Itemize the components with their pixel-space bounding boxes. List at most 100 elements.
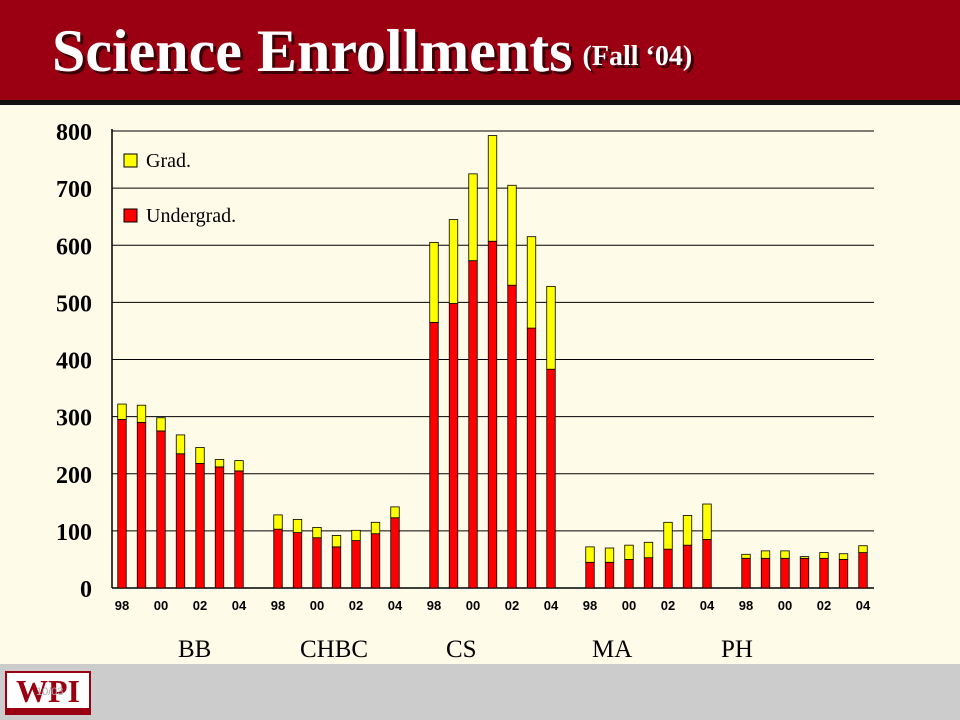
bar-grad	[604, 547, 615, 563]
x-tick-label: 04	[388, 598, 403, 613]
bar-grad	[175, 434, 186, 455]
bar-grad	[448, 219, 459, 304]
bar-undergrad	[760, 557, 771, 589]
x-tick-label: 04	[544, 598, 559, 613]
bar-grad	[682, 515, 693, 546]
legend-swatch	[123, 153, 138, 168]
bar-grad	[741, 553, 751, 559]
bar-undergrad	[429, 321, 439, 589]
bar-undergrad	[507, 284, 517, 589]
x-tick-label: 98	[739, 598, 753, 613]
y-tick-label: 600	[56, 234, 92, 260]
title-text: Science Enrollments	[52, 18, 573, 84]
bar-undergrad	[858, 552, 868, 589]
y-tick-label: 300	[56, 406, 92, 432]
logo-text: WPI	[16, 673, 80, 709]
bar-undergrad	[136, 421, 147, 589]
legend-label: Grad.	[146, 150, 191, 172]
slide-subtitle: (Fall ‘04)	[582, 41, 693, 72]
y-tick-label: 700	[56, 177, 92, 203]
bar-grad	[234, 460, 244, 472]
bar-undergrad	[624, 559, 634, 589]
bar-grad	[487, 135, 498, 242]
bar-undergrad	[546, 368, 556, 589]
x-tick-label: 04	[700, 598, 715, 613]
bar-grad	[214, 459, 225, 468]
bar-grad	[292, 519, 303, 533]
bar-undergrad	[390, 517, 400, 589]
bar-undergrad	[741, 557, 751, 589]
group-label-ph: PH	[721, 636, 753, 663]
bar-grad	[663, 521, 673, 550]
enrollment-chart: 0 100 200 300 400 500 600 700 800 98 00 02 04 98 00 02 0…	[56, 120, 874, 613]
bar-grad	[624, 544, 634, 560]
bar-undergrad	[487, 240, 498, 589]
bar-grad	[312, 527, 322, 539]
bar-grad	[780, 550, 790, 559]
bar-grad	[195, 447, 205, 464]
bar-undergrad	[234, 470, 244, 589]
bar-grad	[351, 529, 361, 541]
bar-undergrad	[799, 557, 810, 589]
x-tick-label: 00	[466, 598, 480, 613]
bar-undergrad	[312, 537, 322, 589]
bar-grad	[390, 506, 400, 519]
bar-grad	[117, 403, 127, 420]
x-tick-label: 00	[622, 598, 636, 613]
bar-undergrad	[214, 466, 225, 589]
group-label-ma: MA	[592, 636, 633, 663]
bar-grad	[370, 521, 381, 535]
bar-undergrad	[273, 528, 283, 589]
bar-undergrad	[682, 544, 693, 589]
group-label-chbc: CHBC	[300, 636, 369, 663]
bar-undergrad	[370, 533, 381, 589]
bar-grad	[429, 241, 439, 323]
y-tick-label: 0	[80, 577, 92, 603]
bar-undergrad	[195, 463, 205, 589]
x-tick-label: 00	[778, 598, 792, 613]
bar-undergrad	[448, 303, 459, 589]
y-tick-label: 800	[56, 120, 92, 146]
legend-label: Undergrad.	[146, 205, 236, 227]
wpi-logo: WPI	[5, 671, 91, 715]
x-tick-label: 00	[310, 598, 324, 613]
bar-undergrad	[117, 419, 127, 589]
page-number: 10/03	[36, 686, 64, 698]
footer: WPI 10/03	[0, 664, 960, 720]
bar-undergrad	[468, 260, 478, 589]
bar-grad	[136, 404, 147, 423]
bar-undergrad	[702, 539, 712, 589]
y-tick-label: 100	[56, 520, 92, 546]
x-tick-label: 02	[193, 598, 207, 613]
bar-undergrad	[156, 430, 166, 589]
x-tick-label: 98	[271, 598, 285, 613]
bar-grad	[858, 545, 868, 553]
bar-undergrad	[780, 557, 790, 589]
bar-undergrad	[819, 557, 829, 589]
bar-undergrad	[663, 548, 673, 589]
bar-undergrad	[292, 532, 303, 589]
slide-title: Science Enrollments (Fall ‘04)	[52, 16, 692, 92]
bar-grad	[585, 546, 595, 563]
bar-grad	[799, 556, 810, 559]
bar-grad	[702, 503, 712, 540]
x-tick-label: 02	[349, 598, 363, 613]
x-tick-label: 04	[856, 598, 871, 613]
bar-undergrad	[351, 540, 361, 589]
bar-grad	[838, 553, 849, 560]
bar-grad	[273, 514, 283, 530]
y-tick-label: 500	[56, 291, 92, 317]
bar-grad	[507, 184, 517, 286]
bar-undergrad	[643, 557, 654, 589]
bar-grad	[760, 550, 771, 559]
x-tick-label: 02	[661, 598, 675, 613]
x-tick-label: 98	[115, 598, 129, 613]
title-bar: Science Enrollments (Fall ‘04)	[0, 0, 960, 105]
bar-undergrad	[175, 453, 186, 589]
bar-grad	[643, 541, 654, 559]
bar-undergrad	[604, 561, 615, 589]
bar-grad	[526, 236, 537, 329]
legend-swatch	[123, 208, 138, 223]
x-tick-label: 02	[505, 598, 519, 613]
bar-undergrad	[331, 546, 342, 589]
